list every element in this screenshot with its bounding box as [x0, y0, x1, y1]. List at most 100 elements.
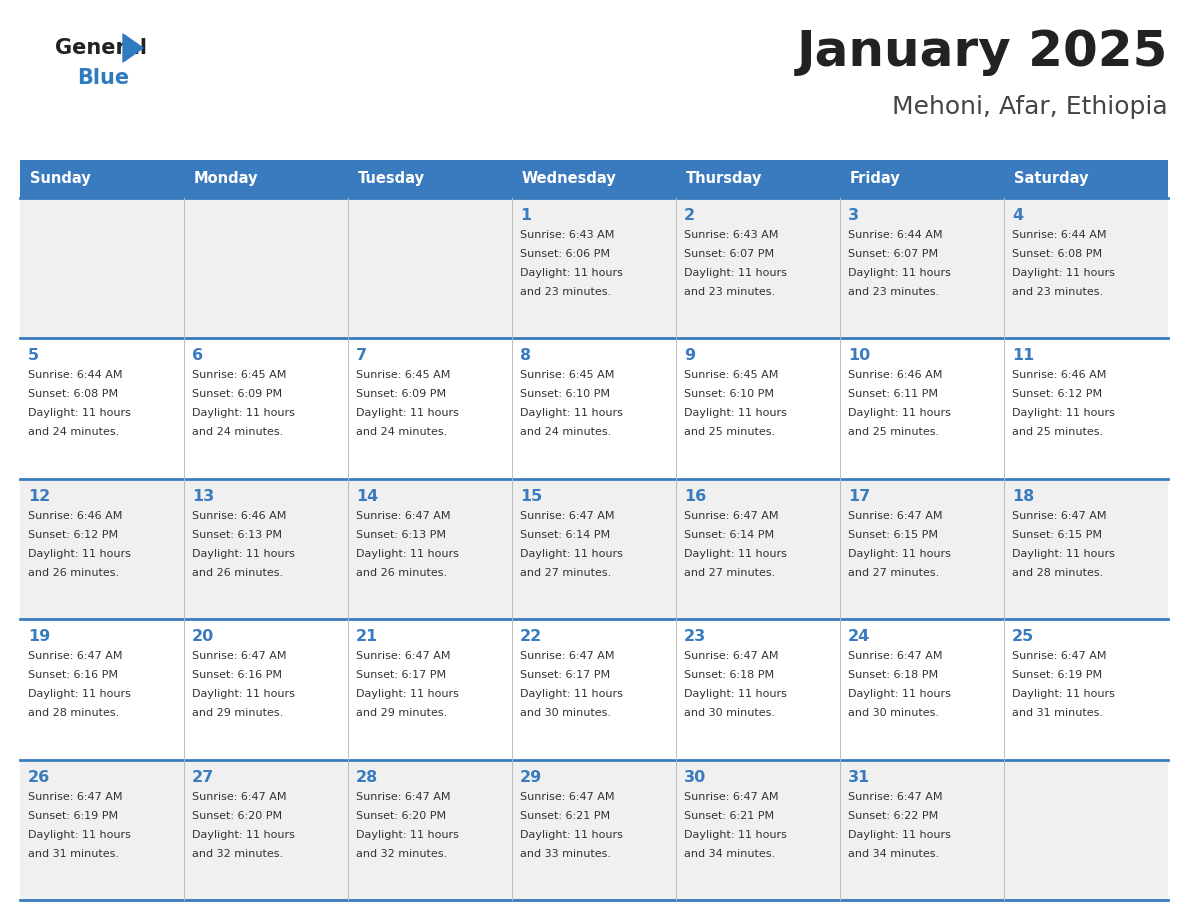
Text: General: General — [55, 38, 147, 58]
Text: and 28 minutes.: and 28 minutes. — [1012, 568, 1104, 577]
Text: and 28 minutes.: and 28 minutes. — [29, 708, 119, 718]
Text: and 24 minutes.: and 24 minutes. — [29, 428, 119, 437]
Text: Sunrise: 6:47 AM: Sunrise: 6:47 AM — [356, 510, 450, 521]
Text: 31: 31 — [848, 769, 871, 785]
Text: 23: 23 — [684, 629, 706, 644]
Text: Sunrise: 6:47 AM: Sunrise: 6:47 AM — [684, 510, 778, 521]
Text: Monday: Monday — [194, 172, 259, 186]
Text: and 24 minutes.: and 24 minutes. — [192, 428, 283, 437]
Text: Daylight: 11 hours: Daylight: 11 hours — [192, 830, 295, 840]
Text: Daylight: 11 hours: Daylight: 11 hours — [684, 830, 786, 840]
Text: and 31 minutes.: and 31 minutes. — [29, 848, 119, 858]
Bar — [20, 160, 184, 198]
Text: Wednesday: Wednesday — [522, 172, 617, 186]
Text: Sunrise: 6:47 AM: Sunrise: 6:47 AM — [520, 510, 614, 521]
Text: and 23 minutes.: and 23 minutes. — [1012, 287, 1104, 297]
Text: Sunset: 6:09 PM: Sunset: 6:09 PM — [192, 389, 282, 399]
Text: Sunrise: 6:44 AM: Sunrise: 6:44 AM — [1012, 230, 1106, 240]
Text: Tuesday: Tuesday — [358, 172, 425, 186]
Text: Sunset: 6:14 PM: Sunset: 6:14 PM — [684, 530, 775, 540]
Text: and 23 minutes.: and 23 minutes. — [520, 287, 611, 297]
Text: Sunset: 6:18 PM: Sunset: 6:18 PM — [684, 670, 775, 680]
Text: Sunrise: 6:43 AM: Sunrise: 6:43 AM — [520, 230, 614, 240]
Text: Sunset: 6:10 PM: Sunset: 6:10 PM — [684, 389, 775, 399]
Text: and 34 minutes.: and 34 minutes. — [848, 848, 940, 858]
Text: Daylight: 11 hours: Daylight: 11 hours — [848, 830, 950, 840]
Bar — [20, 339, 1168, 479]
Text: Sunrise: 6:46 AM: Sunrise: 6:46 AM — [192, 510, 286, 521]
Text: Sunset: 6:08 PM: Sunset: 6:08 PM — [29, 389, 118, 399]
Text: Daylight: 11 hours: Daylight: 11 hours — [192, 689, 295, 700]
Bar — [184, 160, 348, 198]
Text: 21: 21 — [356, 629, 378, 644]
Text: and 29 minutes.: and 29 minutes. — [192, 708, 283, 718]
Text: Sunset: 6:14 PM: Sunset: 6:14 PM — [520, 530, 611, 540]
Text: Sunrise: 6:47 AM: Sunrise: 6:47 AM — [1012, 510, 1106, 521]
Text: and 26 minutes.: and 26 minutes. — [192, 568, 283, 577]
Text: Daylight: 11 hours: Daylight: 11 hours — [1012, 689, 1114, 700]
Text: and 34 minutes.: and 34 minutes. — [684, 848, 775, 858]
Text: 22: 22 — [520, 629, 542, 644]
Text: Sunrise: 6:47 AM: Sunrise: 6:47 AM — [192, 651, 286, 661]
Text: Sunrise: 6:47 AM: Sunrise: 6:47 AM — [356, 651, 450, 661]
Text: Friday: Friday — [849, 172, 901, 186]
Text: and 32 minutes.: and 32 minutes. — [356, 848, 447, 858]
Text: Daylight: 11 hours: Daylight: 11 hours — [684, 689, 786, 700]
Text: Daylight: 11 hours: Daylight: 11 hours — [848, 549, 950, 559]
Text: Sunrise: 6:47 AM: Sunrise: 6:47 AM — [29, 791, 122, 801]
Text: and 24 minutes.: and 24 minutes. — [356, 428, 447, 437]
Text: Sunset: 6:21 PM: Sunset: 6:21 PM — [684, 811, 775, 821]
Text: Sunrise: 6:47 AM: Sunrise: 6:47 AM — [520, 651, 614, 661]
Text: Daylight: 11 hours: Daylight: 11 hours — [1012, 409, 1114, 419]
Text: Sunrise: 6:47 AM: Sunrise: 6:47 AM — [848, 791, 942, 801]
Text: Daylight: 11 hours: Daylight: 11 hours — [29, 409, 131, 419]
Text: Sunrise: 6:45 AM: Sunrise: 6:45 AM — [356, 370, 450, 380]
Text: and 30 minutes.: and 30 minutes. — [848, 708, 939, 718]
Text: Daylight: 11 hours: Daylight: 11 hours — [520, 268, 623, 278]
Text: Saturday: Saturday — [1015, 172, 1088, 186]
Text: Sunrise: 6:47 AM: Sunrise: 6:47 AM — [520, 791, 614, 801]
Text: and 27 minutes.: and 27 minutes. — [520, 568, 612, 577]
Text: and 30 minutes.: and 30 minutes. — [520, 708, 611, 718]
Text: Sunset: 6:15 PM: Sunset: 6:15 PM — [848, 530, 939, 540]
Text: Sunset: 6:07 PM: Sunset: 6:07 PM — [848, 249, 939, 259]
Text: 18: 18 — [1012, 488, 1035, 504]
Text: Daylight: 11 hours: Daylight: 11 hours — [192, 549, 295, 559]
Text: Sunrise: 6:45 AM: Sunrise: 6:45 AM — [192, 370, 286, 380]
Text: 29: 29 — [520, 769, 542, 785]
Text: Daylight: 11 hours: Daylight: 11 hours — [848, 689, 950, 700]
Text: Sunrise: 6:47 AM: Sunrise: 6:47 AM — [848, 651, 942, 661]
Text: Mehoni, Afar, Ethiopia: Mehoni, Afar, Ethiopia — [892, 95, 1168, 119]
Text: 2: 2 — [684, 208, 695, 223]
Text: and 32 minutes.: and 32 minutes. — [192, 848, 283, 858]
Text: Daylight: 11 hours: Daylight: 11 hours — [29, 689, 131, 700]
Text: 1: 1 — [520, 208, 531, 223]
Text: Sunset: 6:13 PM: Sunset: 6:13 PM — [356, 530, 446, 540]
Text: 15: 15 — [520, 488, 542, 504]
Text: Sunrise: 6:47 AM: Sunrise: 6:47 AM — [848, 510, 942, 521]
Text: Daylight: 11 hours: Daylight: 11 hours — [1012, 549, 1114, 559]
Text: 9: 9 — [684, 349, 695, 364]
Text: Sunrise: 6:47 AM: Sunrise: 6:47 AM — [29, 651, 122, 661]
Text: Sunrise: 6:47 AM: Sunrise: 6:47 AM — [684, 791, 778, 801]
Text: Daylight: 11 hours: Daylight: 11 hours — [29, 549, 131, 559]
Text: Sunset: 6:20 PM: Sunset: 6:20 PM — [356, 811, 447, 821]
Bar — [676, 160, 840, 198]
Text: Daylight: 11 hours: Daylight: 11 hours — [520, 409, 623, 419]
Text: Sunset: 6:06 PM: Sunset: 6:06 PM — [520, 249, 609, 259]
Text: Sunset: 6:13 PM: Sunset: 6:13 PM — [192, 530, 282, 540]
Text: Sunset: 6:16 PM: Sunset: 6:16 PM — [192, 670, 282, 680]
Text: 6: 6 — [192, 349, 203, 364]
Text: Blue: Blue — [77, 68, 129, 88]
Text: Sunset: 6:10 PM: Sunset: 6:10 PM — [520, 389, 609, 399]
Text: and 25 minutes.: and 25 minutes. — [1012, 428, 1104, 437]
Text: and 26 minutes.: and 26 minutes. — [29, 568, 119, 577]
Text: Sunset: 6:18 PM: Sunset: 6:18 PM — [848, 670, 939, 680]
Text: Daylight: 11 hours: Daylight: 11 hours — [520, 549, 623, 559]
Bar — [840, 160, 1004, 198]
Text: and 24 minutes.: and 24 minutes. — [520, 428, 612, 437]
Text: Sunset: 6:19 PM: Sunset: 6:19 PM — [1012, 670, 1102, 680]
Text: Sunrise: 6:46 AM: Sunrise: 6:46 AM — [848, 370, 942, 380]
Text: Sunrise: 6:45 AM: Sunrise: 6:45 AM — [684, 370, 778, 380]
Text: Daylight: 11 hours: Daylight: 11 hours — [1012, 268, 1114, 278]
